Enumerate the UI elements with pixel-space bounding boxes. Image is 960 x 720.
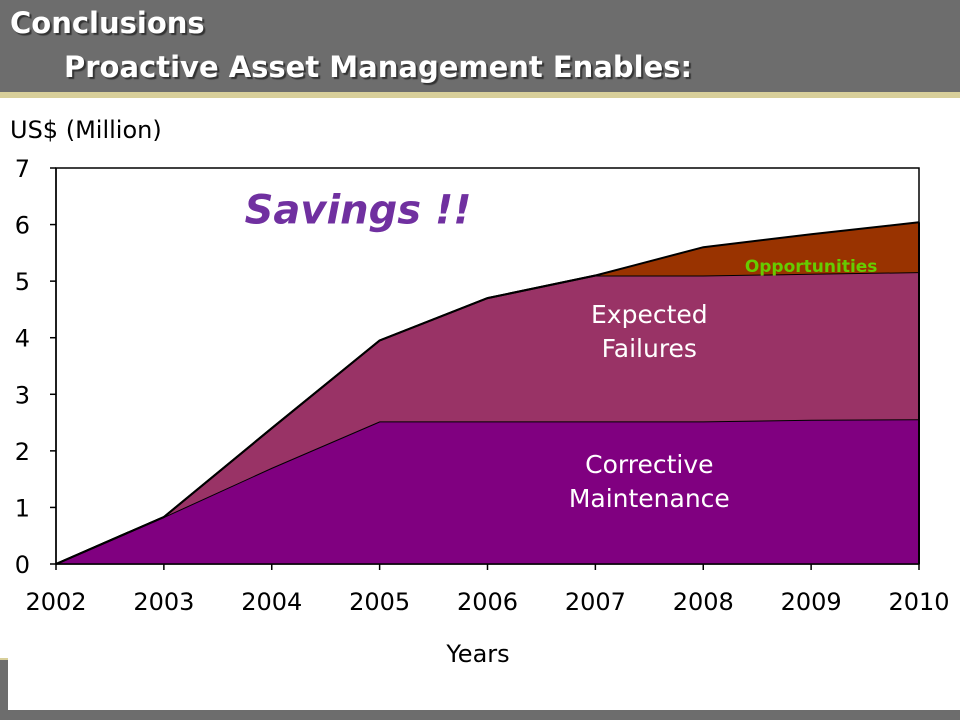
header-rule [0,92,960,98]
x-axis-label: Years [445,640,509,668]
chart-labels: Corrective Maintenance Expected Failures Opp… [245,188,878,513]
series-label-3-line-1: Opportunities [745,257,878,277]
y-tick-label: 2 [15,438,30,466]
series-area-3 [56,222,919,565]
y-tick-label: 6 [15,212,30,240]
y-tick-label: 7 [15,155,30,183]
x-tick-label: 2009 [781,588,842,616]
series-area-1 [56,419,919,564]
series-label-2-line-2: Failures [602,334,697,363]
y-tick-label: 3 [15,381,30,409]
x-tick-label: 2006 [457,588,518,616]
footer-bar-left [0,660,8,712]
x-tick-label: 2007 [565,588,626,616]
x-tick-label: 2010 [888,588,949,616]
x-tick-label: 2008 [673,588,734,616]
y-tick-label: 0 [15,551,30,579]
slide-subtitle: Proactive Asset Management Enables: [64,50,693,84]
y-tick-label: 1 [15,494,30,522]
footer-bar [0,710,960,720]
series-label-2-line-1: Expected [591,300,708,329]
series-label-1-line-1: Corrective [585,450,713,479]
savings-annotation: Savings !! [245,188,472,234]
series-line-3 [55,221,920,565]
x-tick-label: 2002 [25,588,86,616]
y-tick-label: 4 [15,325,30,353]
y-tick-label: 5 [15,268,30,296]
x-tick-label: 2003 [133,588,194,616]
area-chart: 2002 2003 2004 2005 2006 2007 2008 2009 2010 0 1 2 3… [10,116,950,668]
x-tick-label: 2004 [241,588,302,616]
slide-title: Conclusions [10,6,205,40]
y-axis-label: US$ (Million) [10,116,162,144]
chart-axes: 2002 2003 2004 2005 2006 2007 2008 2009 2010 0 1 2 3… [15,155,950,616]
series-area-2 [56,272,919,564]
slide-header [0,0,960,92]
chart-areas [55,167,920,565]
series-label-1-line-2: Maintenance [569,484,730,513]
x-tick-label: 2005 [349,588,410,616]
